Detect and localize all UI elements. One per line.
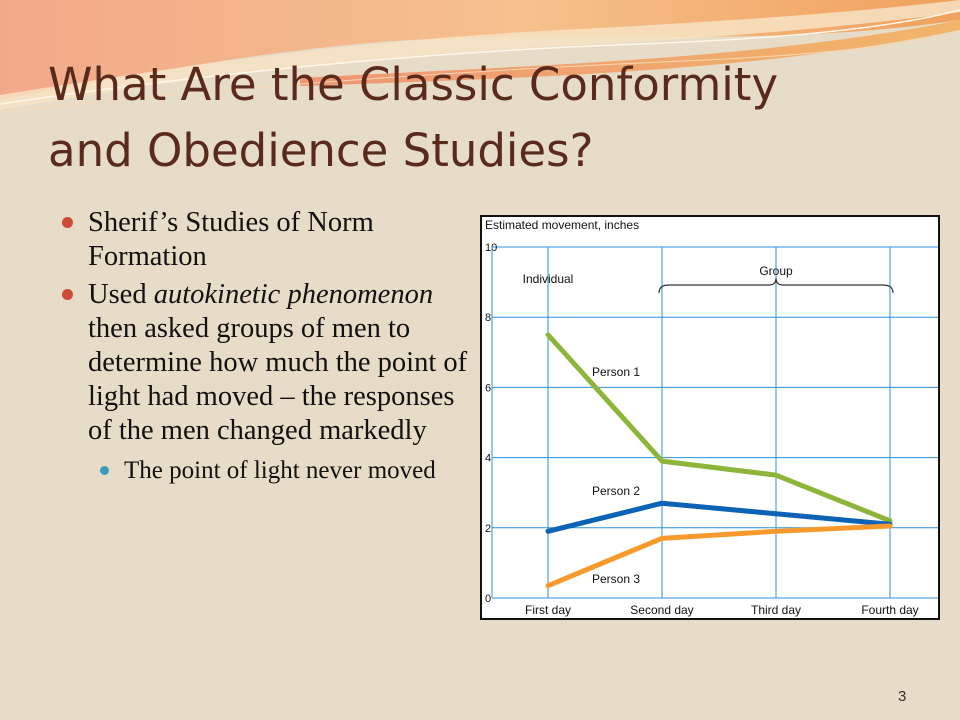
page-number: 3	[898, 688, 907, 705]
data-point	[660, 501, 664, 506]
y-tick-label: 10	[485, 242, 497, 254]
x-tick-label: Second day	[630, 603, 693, 617]
x-tick-label: Third day	[751, 603, 801, 617]
bullet-dot	[62, 289, 73, 300]
series-label: Person 3	[592, 572, 640, 586]
chart-brackets: Individual Group	[523, 264, 894, 294]
chart-series	[545, 332, 893, 589]
data-point	[774, 473, 778, 478]
chart-grid: 0 2 4 6 8 10 First day Second day Third day Fourt…	[485, 242, 938, 617]
chart-svg: Estimated movement, inches 0 2 4 6 8 10 First …	[485, 218, 938, 617]
bullet-list: Sherif’s Studies of Norm Formation Used …	[62, 206, 472, 485]
group-bracket	[658, 277, 894, 294]
data-point	[774, 511, 778, 516]
data-point	[774, 529, 778, 534]
data-point	[888, 524, 892, 529]
title-line-1: What Are the Classic Conformity	[48, 58, 779, 111]
bullet-text-prefix: Used	[88, 279, 154, 310]
series-line-person-3	[545, 523, 893, 589]
data-point	[546, 332, 550, 337]
data-point	[660, 536, 664, 541]
title-line-2: and Obedience Studies?	[48, 124, 594, 177]
x-tick-label: First day	[525, 603, 571, 617]
sub-bullet-text: The point of light never moved	[124, 457, 436, 484]
series-line-person-1	[545, 332, 893, 524]
bullet-text-suffix: then asked groups of men to determine ho…	[88, 313, 468, 446]
bullet-sherif-studies: Sherif’s Studies of Norm Formation	[62, 206, 472, 274]
series-label: Person 1	[592, 365, 640, 379]
series-line-person-2	[545, 500, 893, 534]
y-tick-label: 6	[485, 382, 491, 394]
line-chart: Estimated movement, inches 0 2 4 6 8 10 First …	[480, 215, 940, 620]
x-tick-label: Fourth day	[861, 603, 918, 617]
sub-bullet-never-moved: The point of light never moved	[62, 456, 472, 485]
y-tick-label: 4	[485, 453, 491, 465]
y-tick-label: 0	[485, 593, 491, 605]
sub-bullet-dot	[100, 466, 109, 475]
y-tick-label: 2	[485, 523, 491, 535]
bullet-dot	[62, 217, 73, 228]
decorative-header-swoosh	[0, 0, 960, 113]
individual-label: Individual	[523, 272, 574, 286]
bullet-text-emphasis: autokinetic phenomenon	[153, 279, 434, 310]
series-label: Person 2	[592, 484, 640, 498]
group-label: Group	[759, 264, 793, 278]
bullet-text: Sherif’s Studies of Norm Formation	[88, 207, 374, 272]
data-point	[660, 459, 664, 464]
chart-labels: Person 1 Person 2 Person 3	[592, 365, 640, 586]
data-point	[546, 529, 550, 534]
slide-title: What Are the Classic Conformity and Obed…	[48, 52, 928, 184]
data-point	[546, 583, 550, 588]
y-axis-label: Estimated movement, inches	[485, 218, 639, 232]
bullet-autokinetic: Used autokinetic phenomenon then asked g…	[62, 278, 472, 448]
y-tick-label: 8	[485, 312, 491, 324]
